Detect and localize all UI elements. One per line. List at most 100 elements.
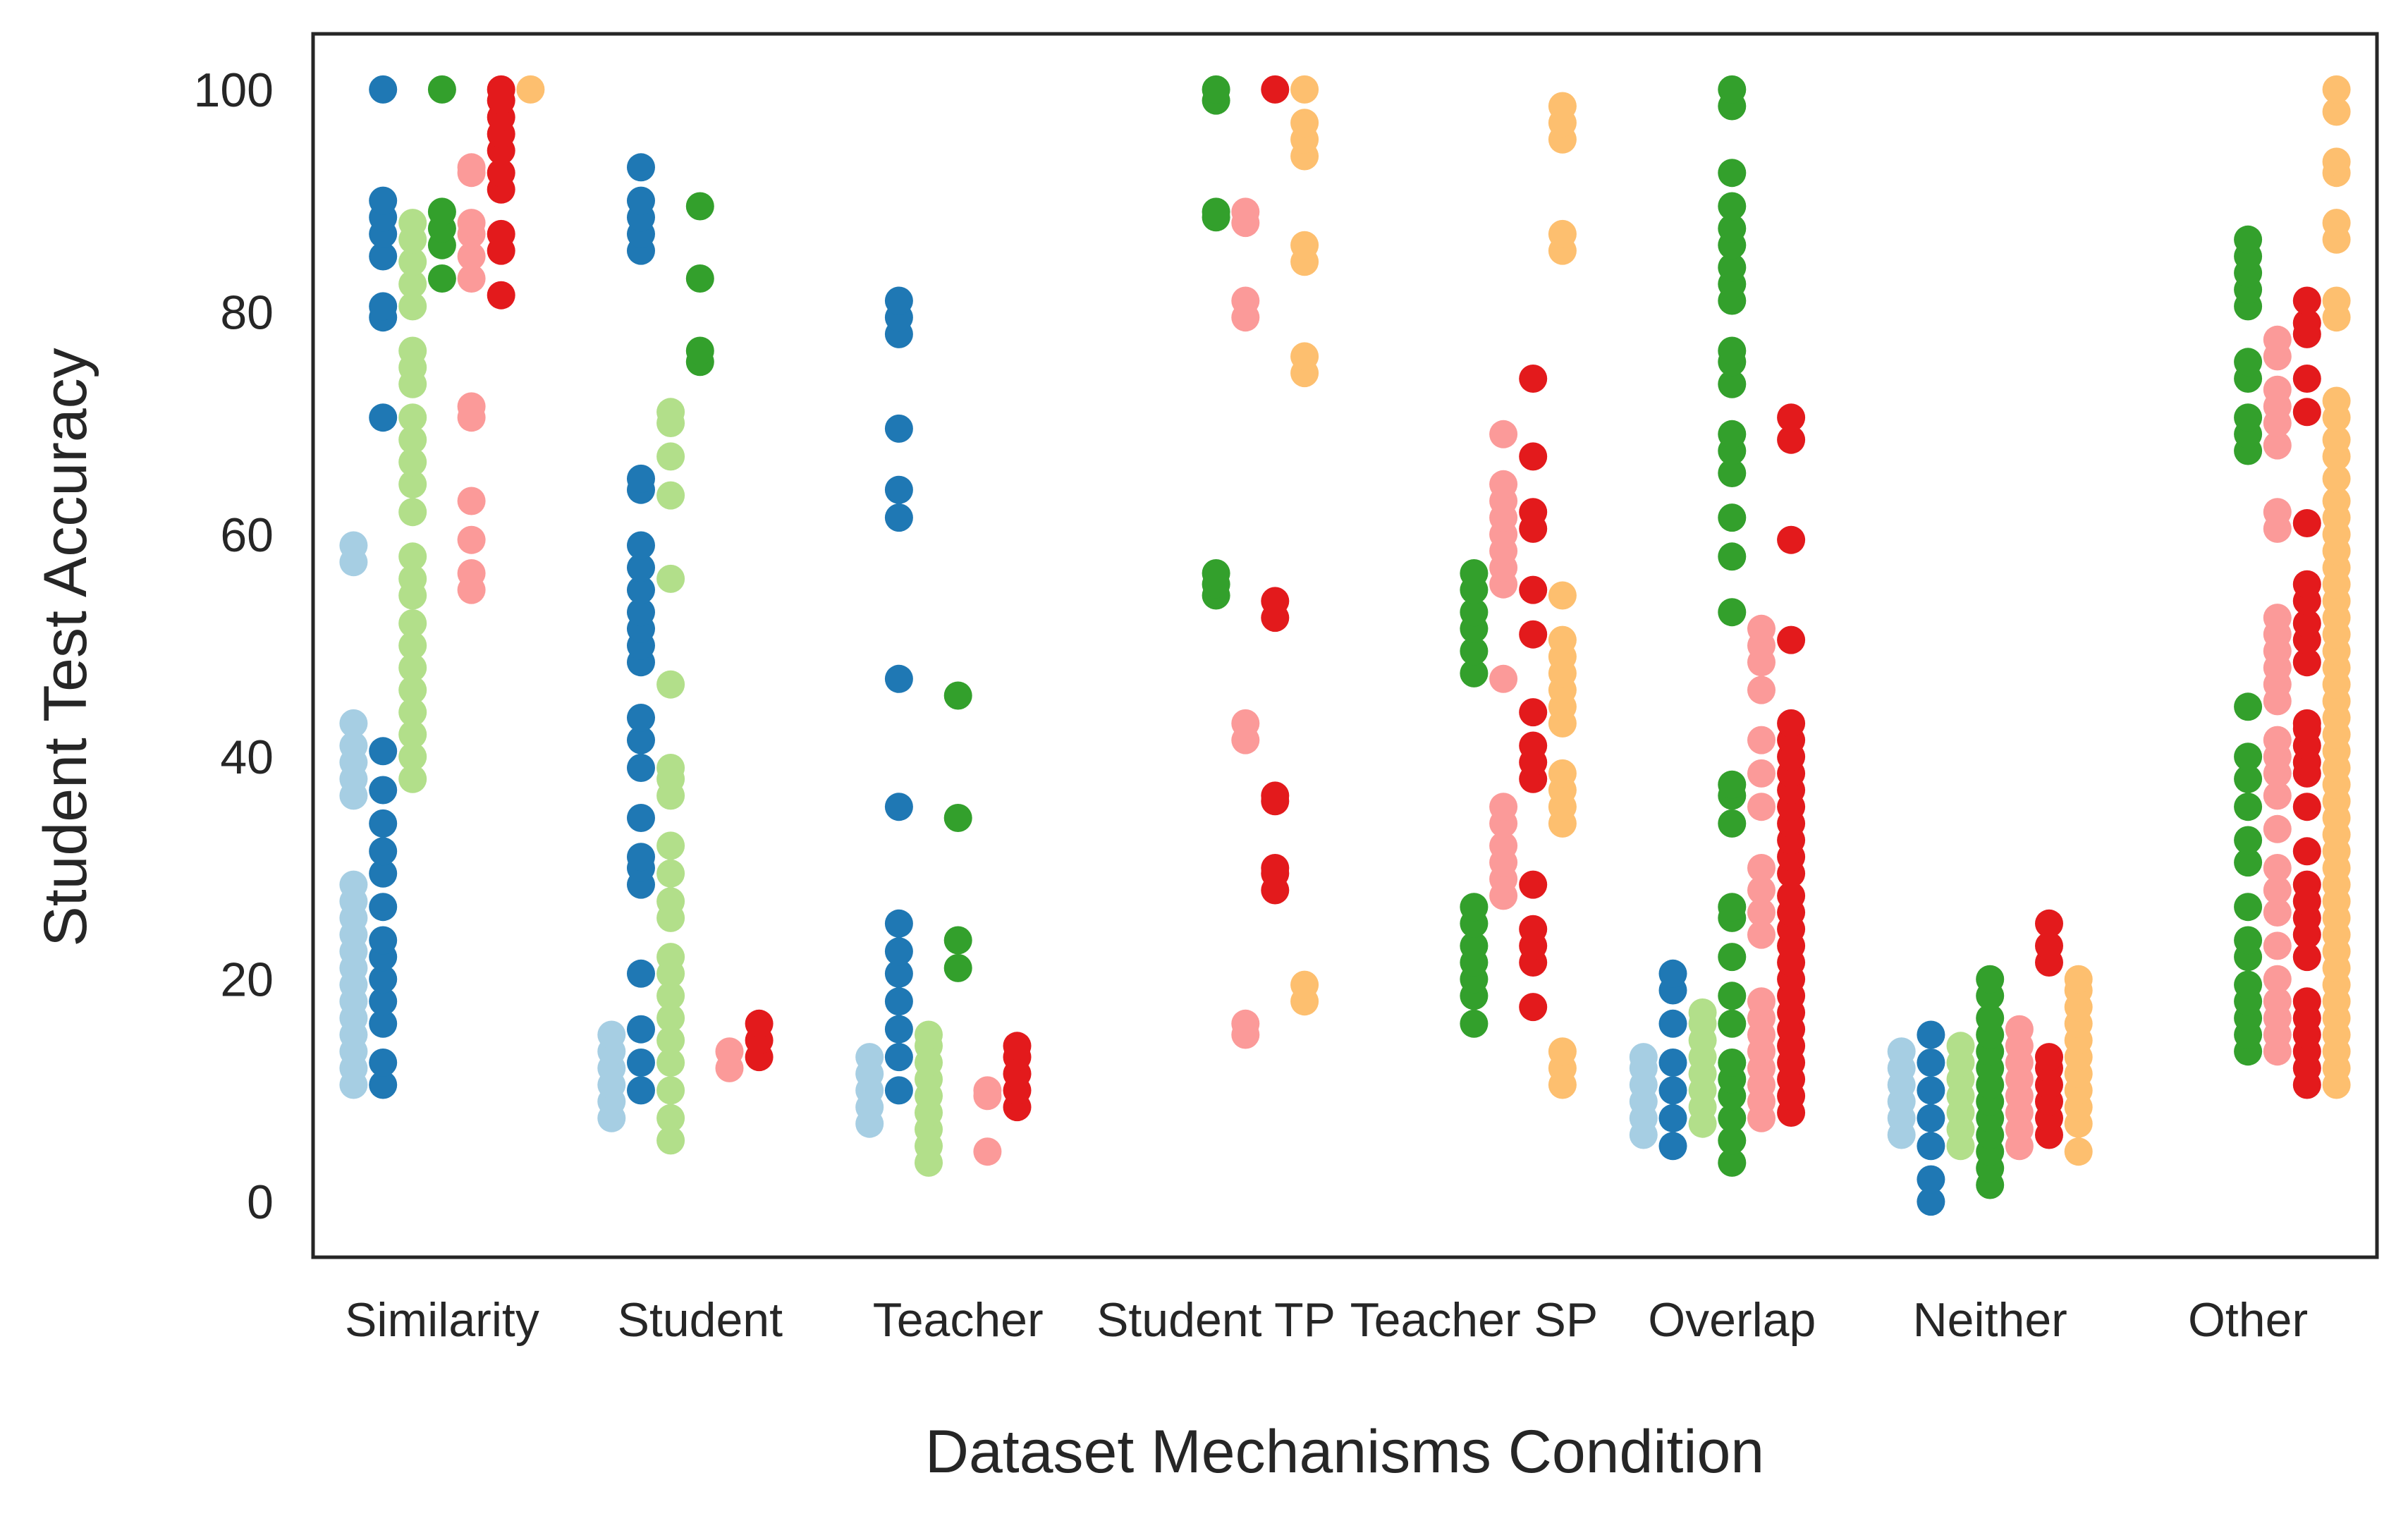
data-point [1718,542,1747,571]
data-point [1489,793,1518,821]
data-point [2292,793,2321,821]
data-point [915,1020,943,1049]
data-point [884,909,913,938]
data-point [1718,159,1747,188]
data-point [1718,336,1747,365]
data-point [1718,369,1747,398]
data-point [2234,793,2263,821]
data-point [369,837,398,866]
data-point [1290,342,1319,371]
data-point [627,843,655,872]
data-point [398,609,427,637]
data-point [715,1037,744,1066]
data-point [1548,1037,1577,1066]
data-point [1460,559,1489,587]
data-point [2234,926,2263,955]
data-point [1261,75,1290,104]
data-point [2292,570,2321,599]
data-point [1917,1020,1945,1049]
data-points [339,75,2351,1216]
data-point [1718,770,1747,799]
data-point [1003,1032,1032,1061]
data-point [339,870,368,899]
data-point [457,264,486,293]
data-point [2292,648,2321,677]
data-point [2292,309,2321,338]
data-point [656,982,685,1010]
data-point [2322,209,2351,238]
data-point [457,487,486,515]
data-point [1519,620,1548,649]
data-point [2064,1137,2093,1166]
data-point [427,264,456,293]
data-point [656,943,685,972]
data-point [398,631,427,660]
data-point [1658,1104,1687,1132]
y-tick-label: 60 [220,508,274,562]
data-point [1946,1032,1975,1061]
x-tick-label: Neither [1913,1293,2067,1347]
data-point [2035,909,2063,938]
data-point [627,554,655,582]
data-point [1202,197,1230,226]
x-tick-label: Teacher SP [1350,1293,1599,1347]
data-point [369,893,398,922]
data-point [487,281,515,310]
data-point [398,764,427,793]
data-point [487,75,515,104]
data-point [1777,709,1806,738]
data-point [1261,854,1290,882]
data-point [884,286,913,315]
data-point [656,859,685,888]
data-point [339,731,368,760]
x-tick-label: Teacher [873,1293,1044,1347]
data-point [2263,898,2292,927]
x-tick-label: Student TP [1096,1293,1336,1347]
data-point [1519,915,1548,943]
data-point [1917,1187,1945,1216]
data-point [2322,147,2351,176]
data-point [1519,442,1548,471]
data-point [2035,1043,2063,1072]
data-point [2234,348,2263,377]
y-axis-label: Student Test Accuracy [32,348,99,946]
data-point [656,1026,685,1055]
data-point [1777,625,1806,654]
data-point [1460,637,1489,666]
data-point [1231,286,1260,315]
data-point [2263,814,2292,843]
data-point [2292,943,2321,972]
data-point [1290,75,1319,104]
data-point [398,247,427,276]
data-point [884,987,913,1016]
data-point [656,670,685,699]
x-tick-label: Other [2188,1293,2308,1347]
data-point [1718,893,1747,922]
data-point [1777,881,1806,910]
data-point [1917,1104,1945,1132]
data-point [369,403,398,432]
data-point [1747,676,1776,704]
data-point [457,209,486,238]
data-point [884,1015,913,1044]
data-point [2322,97,2351,126]
data-point [369,776,398,805]
data-point [1460,931,1489,960]
data-point [2005,1015,2034,1044]
data-point [1658,959,1687,988]
data-point [1976,965,2005,994]
data-point [627,1015,655,1044]
data-point [1917,1076,1945,1105]
data-point [1290,231,1319,259]
data-point [2234,848,2263,877]
data-point [884,1076,913,1105]
data-point [884,664,913,693]
data-point [2292,987,2321,1016]
data-point [627,754,655,782]
x-axis-label: Dataset Mechanisms Condition [925,1418,1764,1486]
data-point [1519,698,1548,727]
data-point [1629,1043,1658,1072]
data-point [369,1070,398,1099]
